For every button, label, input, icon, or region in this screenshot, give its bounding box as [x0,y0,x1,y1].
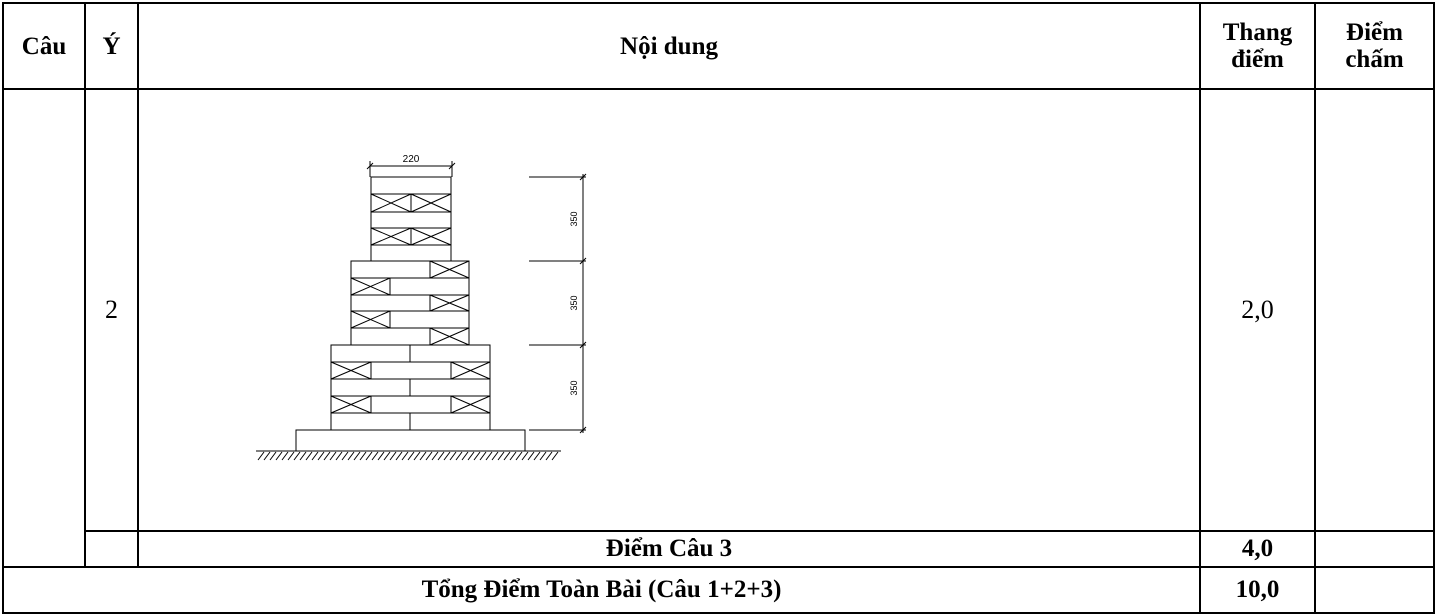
subtotal-label-text: Điểm Câu 3 [605,535,733,562]
col-divider-noidung [1199,2,1201,614]
header-cau-label: Câu [21,32,67,60]
total-score: 10,0 [1201,568,1314,612]
subtotal-label: Điểm Câu 3 [139,532,1199,566]
header-cau: Câu [4,4,84,88]
height-dimension-chain [529,173,587,434]
header-thang-diem: Thang điểm [1201,4,1314,88]
ground-hatch [257,451,559,461]
table-border-left [2,2,4,614]
table-border-top [2,2,1435,4]
header-thang-diem-line2: điểm [1231,46,1284,73]
total-label: Tổng Điểm Toàn Bài (Câu 1+2+3) [4,568,1199,612]
table-border-bottom [2,612,1435,614]
col-divider-cau [84,2,86,568]
col-divider-thang [1314,2,1316,614]
subtotal-score-value: 4,0 [1241,535,1274,562]
y-number-value: 2 [105,295,118,324]
header-diem-cham-line2: chấm [1345,46,1404,73]
top-width-label: 220 [403,154,420,165]
header-diem-cham-line1: Điểm [1346,19,1403,46]
header-diem-cham: Điểm chấm [1316,4,1433,88]
subtotal-score: 4,0 [1201,532,1314,566]
header-noi-dung-label: Nội dung [620,32,718,60]
row-y-number: 2 [86,90,137,530]
header-y: Ý [86,4,137,88]
height-label-middle: 350 [569,295,579,310]
total-label-text: Tổng Điểm Toàn Bài (Câu 1+2+3) [421,576,782,603]
height-label-bottom: 350 [569,380,579,395]
subtotal-bottom-rule [2,566,1435,568]
row-thang-diem: 2,0 [1201,90,1314,530]
header-thang-diem-line1: Thang [1222,19,1293,46]
height-label-top: 350 [569,211,579,226]
thang-diem-value: 2,0 [1241,295,1274,324]
header-bottom-rule [2,88,1435,90]
table-border-right [1433,2,1435,614]
col-divider-y [137,2,139,568]
content-bottom-rule [85,530,1435,532]
total-score-value: 10,0 [1235,576,1280,603]
header-y-label: Ý [102,32,121,60]
header-noi-dung: Nội dung [139,4,1199,88]
